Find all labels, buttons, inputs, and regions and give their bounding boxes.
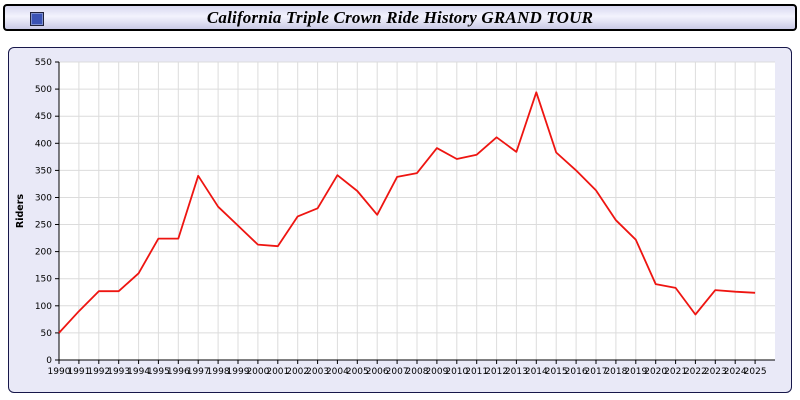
svg-text:2022: 2022	[684, 367, 707, 377]
svg-text:1995: 1995	[147, 367, 170, 377]
svg-text:100: 100	[35, 302, 52, 312]
svg-text:2024: 2024	[724, 367, 747, 377]
svg-text:2009: 2009	[425, 367, 448, 377]
svg-text:350: 350	[35, 166, 52, 176]
svg-text:2002: 2002	[286, 367, 309, 377]
svg-text:50: 50	[41, 329, 53, 339]
svg-text:2006: 2006	[366, 367, 389, 377]
svg-text:2019: 2019	[624, 367, 647, 377]
svg-text:2003: 2003	[306, 367, 329, 377]
svg-text:2001: 2001	[266, 367, 289, 377]
title-bar: California Triple Crown Ride History GRA…	[3, 4, 797, 31]
svg-text:200: 200	[35, 248, 52, 258]
svg-text:1993: 1993	[107, 367, 130, 377]
svg-text:0: 0	[46, 356, 52, 366]
svg-text:2016: 2016	[565, 367, 588, 377]
svg-text:1998: 1998	[207, 367, 230, 377]
svg-text:2013: 2013	[505, 367, 528, 377]
svg-text:250: 250	[35, 221, 52, 231]
svg-text:2011: 2011	[465, 367, 488, 377]
svg-text:2023: 2023	[704, 367, 727, 377]
svg-text:1996: 1996	[167, 367, 190, 377]
svg-text:2015: 2015	[545, 367, 568, 377]
svg-text:2012: 2012	[485, 367, 508, 377]
app-icon	[31, 13, 43, 25]
svg-text:2005: 2005	[346, 367, 369, 377]
svg-text:2020: 2020	[644, 367, 667, 377]
page-title: California Triple Crown Ride History GRA…	[206, 7, 594, 27]
svg-text:500: 500	[35, 85, 52, 95]
svg-text:Riders: Riders	[15, 194, 26, 229]
svg-text:2018: 2018	[604, 367, 627, 377]
svg-text:2008: 2008	[406, 367, 429, 377]
svg-text:2010: 2010	[445, 367, 468, 377]
svg-text:400: 400	[35, 139, 52, 149]
chart-panel: 0 50 100 150 200 250 300 350 400 450 500 550 1990 199…	[8, 47, 792, 393]
svg-text:1997: 1997	[187, 367, 210, 377]
svg-text:2017: 2017	[585, 367, 608, 377]
svg-text:1990: 1990	[48, 367, 71, 377]
svg-text:2021: 2021	[664, 367, 687, 377]
svg-text:2007: 2007	[386, 367, 409, 377]
svg-text:1991: 1991	[67, 367, 90, 377]
svg-text:1992: 1992	[87, 367, 110, 377]
svg-text:1994: 1994	[127, 367, 150, 377]
svg-text:2014: 2014	[525, 367, 548, 377]
svg-text:2025: 2025	[744, 367, 767, 377]
svg-text:150: 150	[35, 275, 52, 285]
svg-text:2004: 2004	[326, 367, 349, 377]
svg-text:300: 300	[35, 194, 52, 204]
svg-text:1999: 1999	[227, 367, 250, 377]
svg-text:550: 550	[35, 58, 52, 68]
svg-text:450: 450	[35, 112, 52, 122]
svg-text:2000: 2000	[246, 367, 269, 377]
ride-history-line-chart: 0501001502002503003504004505005501990199…	[15, 58, 775, 377]
